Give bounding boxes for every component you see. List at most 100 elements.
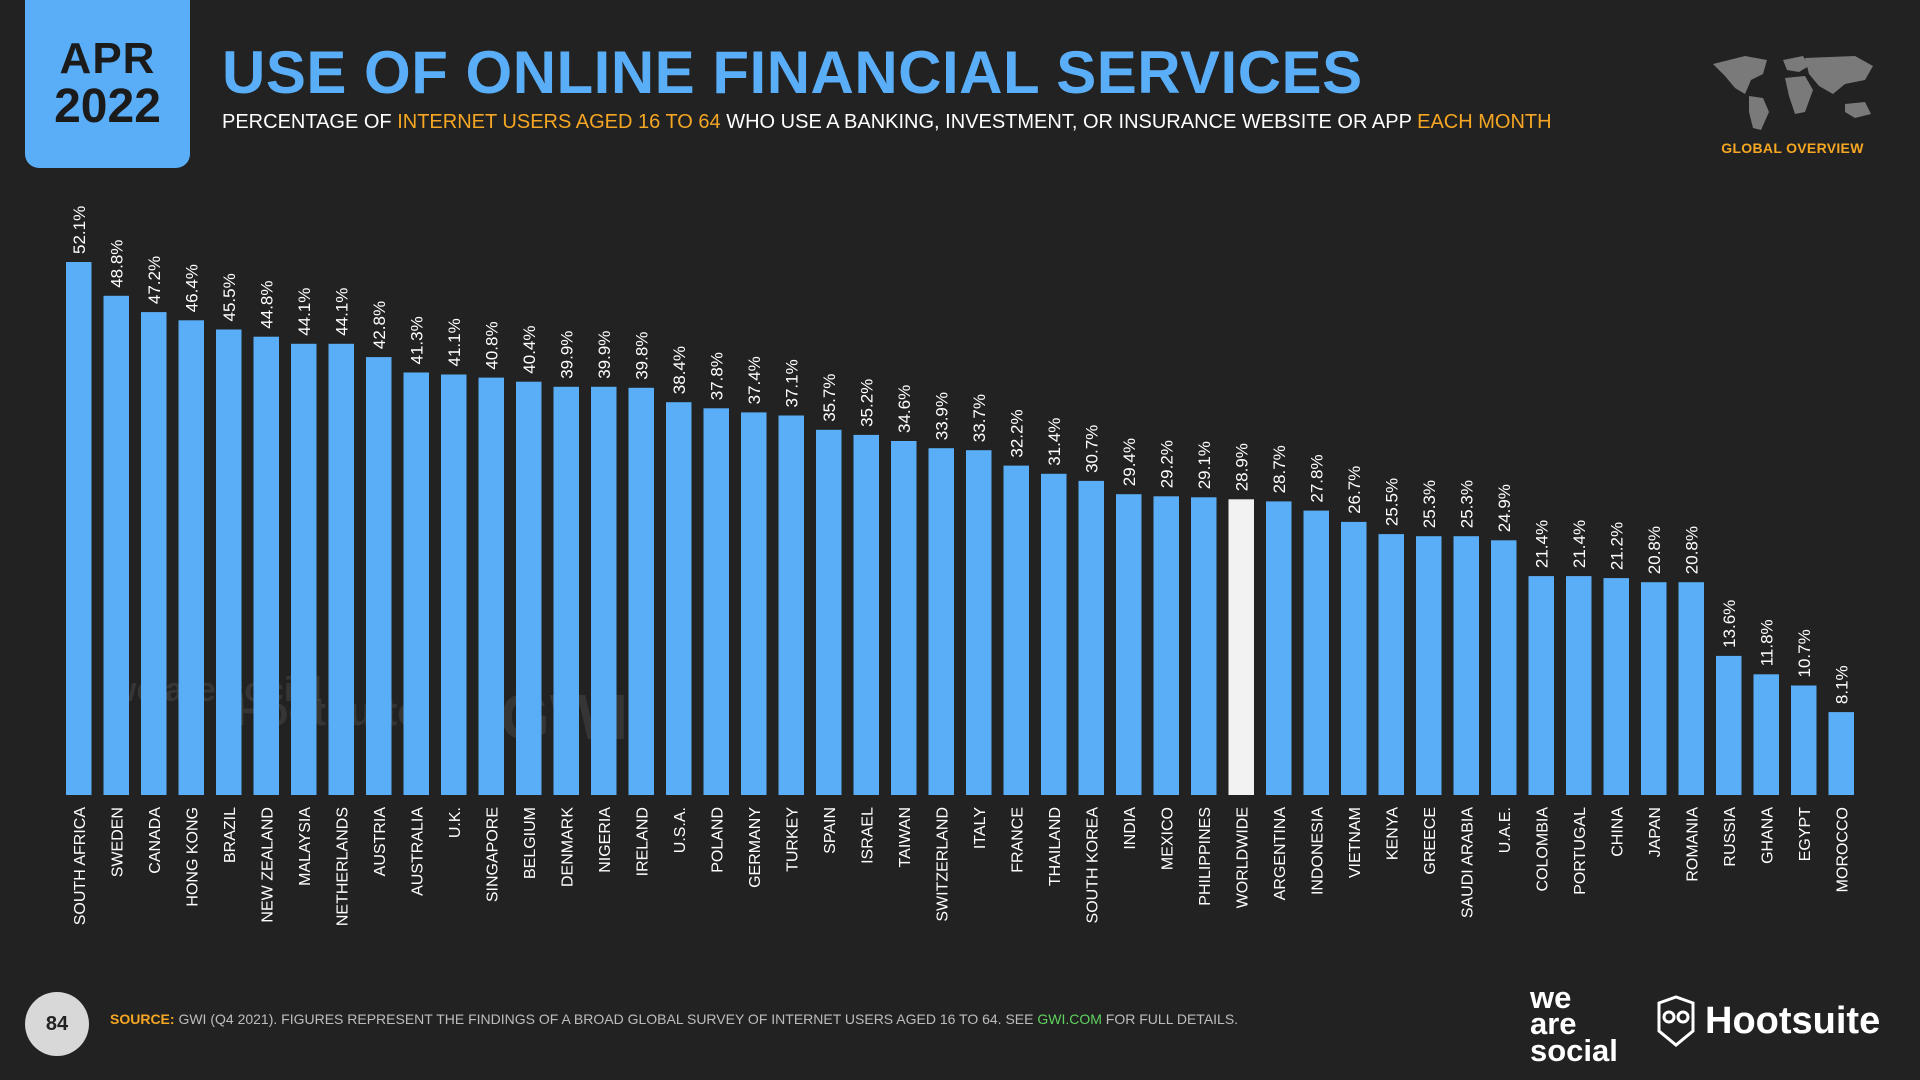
page-number: 84 — [25, 992, 89, 1056]
bar-russia — [1716, 655, 1742, 795]
bar-switzerland — [928, 448, 954, 795]
value-label: 48.8% — [107, 240, 126, 288]
value-label: 28.7% — [1270, 445, 1289, 493]
category-label: MEXICO — [1159, 807, 1176, 870]
bar-poland — [703, 408, 729, 795]
category-label: EGYPT — [1797, 807, 1814, 861]
bars-group — [66, 262, 1854, 795]
bar-u-k — [441, 374, 467, 795]
value-label: 27.8% — [1307, 454, 1326, 502]
value-label: 34.6% — [895, 385, 914, 433]
value-label: 21.4% — [1570, 520, 1589, 568]
value-label: 37.4% — [745, 356, 764, 404]
bar-austria — [366, 357, 392, 795]
category-label: GREECE — [1422, 807, 1439, 875]
bar-spain — [816, 429, 842, 795]
value-label: 10.7% — [1795, 629, 1814, 677]
we-are-social-logo: we are social — [1530, 982, 1618, 1068]
category-label: BRAZIL — [222, 807, 239, 863]
subtitle-part-highlight: INTERNET USERS AGED 16 TO 64 — [397, 111, 721, 133]
bar-south-africa — [66, 262, 92, 795]
bar-netherlands — [328, 343, 354, 795]
bar-malaysia — [291, 343, 317, 795]
category-label: CANADA — [147, 807, 164, 874]
value-label: 30.7% — [1082, 425, 1101, 473]
value-label: 31.4% — [1045, 418, 1064, 466]
category-label: SOUTH AFRICA — [72, 807, 89, 926]
category-label: U.A.E. — [1497, 807, 1514, 853]
value-label: 29.1% — [1195, 441, 1214, 489]
bar-colombia — [1528, 576, 1554, 795]
bar-egypt — [1791, 685, 1817, 795]
category-label: AUSTRALIA — [409, 807, 426, 896]
value-label: 40.4% — [520, 325, 539, 373]
bar-italy — [966, 450, 992, 795]
value-label: 44.1% — [295, 288, 314, 336]
category-label: POLAND — [709, 807, 726, 873]
value-label: 39.8% — [632, 332, 651, 380]
bar-u-s-a — [666, 402, 692, 795]
value-label: 44.8% — [257, 280, 276, 328]
category-label: U.S.A. — [672, 807, 689, 853]
bar-mexico — [1153, 496, 1179, 795]
bar-sweden — [103, 295, 129, 795]
category-label: FRANCE — [1009, 807, 1026, 873]
value-label: 24.9% — [1495, 484, 1514, 532]
bar-taiwan — [891, 441, 917, 795]
category-label: MOROCCO — [1834, 807, 1851, 892]
bar-france — [1003, 465, 1029, 795]
category-label: SPAIN — [822, 807, 839, 854]
category-label: WORLDWIDE — [1234, 807, 1251, 908]
category-label: HONG KONG — [184, 807, 201, 907]
value-label: 47.2% — [145, 256, 164, 304]
bar-portugal — [1566, 576, 1592, 795]
value-label: 41.3% — [407, 316, 426, 364]
category-label: IRELAND — [634, 807, 651, 876]
value-label: 28.9% — [1232, 443, 1251, 491]
value-label: 20.8% — [1645, 526, 1664, 574]
value-label: 20.8% — [1682, 526, 1701, 574]
category-label: ISRAEL — [859, 807, 876, 864]
bar-new-zealand — [253, 336, 279, 795]
bar-turkey — [778, 415, 804, 795]
bar-thailand — [1041, 473, 1067, 795]
category-label: SWEDEN — [109, 807, 126, 877]
category-label: CHINA — [1609, 807, 1626, 857]
category-label: KENYA — [1384, 807, 1401, 860]
category-label: ITALY — [972, 807, 989, 849]
bar-belgium — [516, 381, 542, 795]
bar-philippines — [1191, 497, 1217, 795]
value-label: 13.6% — [1720, 600, 1739, 648]
value-label: 39.9% — [557, 331, 576, 379]
bar-vietnam — [1341, 521, 1367, 795]
global-overview-label: GLOBAL OVERVIEW — [1721, 140, 1864, 156]
category-label: SOUTH KOREA — [1084, 807, 1101, 924]
category-label: BELGIUM — [522, 807, 539, 879]
bar-singapore — [478, 377, 504, 795]
category-label: THAILAND — [1047, 807, 1064, 886]
bar-israel — [853, 434, 879, 795]
category-label: SAUDI ARABIA — [1459, 807, 1476, 918]
logo-word: social — [1530, 1032, 1618, 1068]
value-label: 33.7% — [970, 394, 989, 442]
source-tail: FOR FULL DETAILS. — [1101, 1011, 1239, 1027]
source-note: SOURCE: GWI (Q4 2021). FIGURES REPRESENT… — [110, 1011, 1238, 1027]
bar-germany — [741, 412, 767, 795]
source-link[interactable]: GWI.COM — [1037, 1011, 1102, 1027]
value-label: 40.8% — [482, 321, 501, 369]
category-label: AUSTRIA — [372, 807, 389, 877]
value-label: 25.5% — [1382, 478, 1401, 526]
category-label: NETHERLANDS — [334, 807, 351, 926]
value-labels-group: 52.1% 48.8% 47.2% 46.4% 45.5% 44.8% 44.1% 44.1%… — [70, 206, 1852, 704]
category-label: INDIA — [1122, 807, 1139, 850]
category-label: SWITZERLAND — [934, 807, 951, 922]
bar-japan — [1641, 582, 1667, 795]
bar-greece — [1416, 536, 1442, 795]
bar-argentina — [1266, 501, 1292, 795]
category-labels-group: SOUTH AFRICA SWEDEN CANADA HONG KONG BRAZIL N… — [72, 807, 1852, 926]
value-label: 21.2% — [1607, 522, 1626, 570]
hootsuite-wordmark: Hootsuite — [1705, 999, 1881, 1042]
bar-indonesia — [1303, 510, 1329, 795]
bar-u-a-e — [1491, 540, 1517, 795]
